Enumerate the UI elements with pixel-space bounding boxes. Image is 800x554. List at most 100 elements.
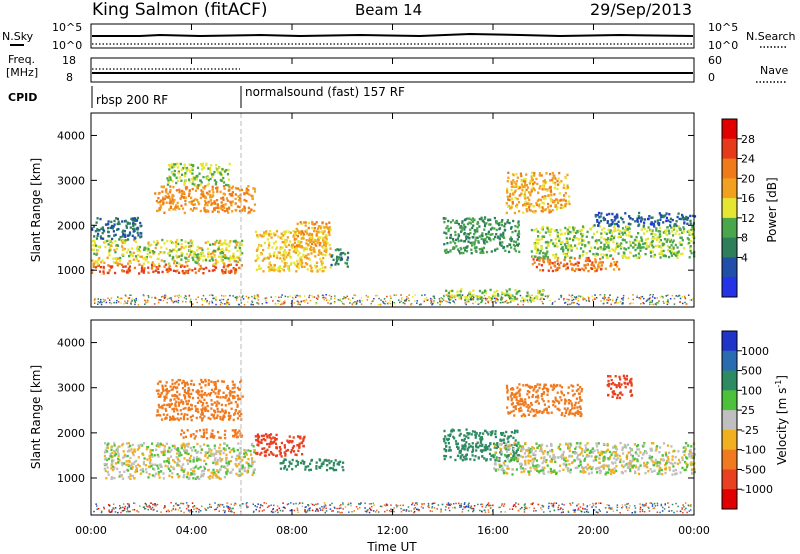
data-cell [201,164,204,168]
data-cell [186,471,190,474]
data-cell [183,389,186,392]
near-range-cell [505,299,508,302]
data-cell [337,461,340,464]
data-cell [532,297,535,300]
data-cell [315,221,318,224]
data-cell [624,212,627,215]
data-cell [598,216,601,219]
data-cell [468,292,472,295]
data-cell [214,474,217,477]
data-cell [109,226,112,229]
data-cell [132,258,135,261]
data-cell [549,197,552,200]
near-range-cell [226,300,228,302]
data-cell [113,444,116,447]
data-cell [171,379,174,382]
data-cell [223,411,226,415]
data-cell [160,392,163,395]
data-cell [156,209,159,213]
data-cell [609,254,612,258]
data-cell [177,397,180,401]
data-cell [251,197,254,200]
data-cell [265,230,268,233]
data-cell [469,228,472,231]
data-cell [550,266,553,269]
data-cell [220,465,223,468]
data-cell [211,259,214,262]
data-cell [457,234,461,238]
data-cell [606,220,609,223]
data-cell [470,445,473,448]
data-cell [214,241,217,244]
data-cell [206,203,209,207]
data-cell [548,211,551,214]
near-range-cell [134,301,137,303]
data-cell [547,229,550,232]
data-cell [665,219,668,223]
data-cell [558,192,561,195]
data-cell [464,249,467,252]
data-cell [526,291,529,294]
data-cell [450,294,453,297]
near-range-cell [398,299,400,301]
data-cell [559,233,563,236]
data-cell [296,249,299,252]
data-cell [138,464,141,468]
near-range-cell [204,298,207,300]
data-cell [208,450,211,454]
near-range-cell [274,302,277,305]
data-cell [503,225,506,228]
near-range-cell [203,299,206,302]
data-cell [594,215,597,218]
beam-title: Beam 14 [355,1,422,19]
data-cell [524,190,527,193]
data-cell [334,248,337,252]
data-cell [125,224,128,227]
data-cell [159,414,162,417]
near-range-cell [509,297,511,300]
data-cell [312,229,316,233]
data-cell [651,237,654,240]
data-cell [471,430,475,433]
data-cell [554,177,557,180]
data-cell [515,182,518,186]
data-cell [447,294,450,298]
data-cell [224,404,227,407]
near-range-cell [154,297,156,299]
data-cell [193,437,196,440]
data-cell [527,202,530,205]
near-range-cell [339,299,341,302]
data-cell [597,224,600,227]
data-cell [180,465,183,468]
data-cell [573,226,576,230]
data-cell [577,261,580,264]
data-cell [500,223,503,227]
near-range-cell [365,294,368,297]
near-range-cell [215,296,217,298]
data-cell [184,406,187,410]
data-cell [102,228,105,232]
data-cell [595,252,598,255]
data-cell [612,249,615,252]
data-cell [476,222,479,226]
data-cell [608,231,611,234]
data-cell [207,182,210,185]
data-cell [455,245,458,248]
data-cell [520,185,523,188]
data-cell [204,451,207,454]
data-cell [479,297,482,300]
data-cell [324,266,327,269]
data-cell [613,226,616,229]
nsky-tick-top: 10^5 [52,21,82,34]
near-range-cell [571,294,574,296]
data-cell [123,230,126,233]
near-range-cell [429,297,432,300]
data-cell [600,241,603,244]
data-cell [600,253,603,256]
data-cell [236,256,239,259]
data-cell [213,243,216,246]
data-cell [182,402,185,405]
data-cell [288,251,291,255]
near-range-cell [446,301,448,303]
data-cell [147,248,150,251]
